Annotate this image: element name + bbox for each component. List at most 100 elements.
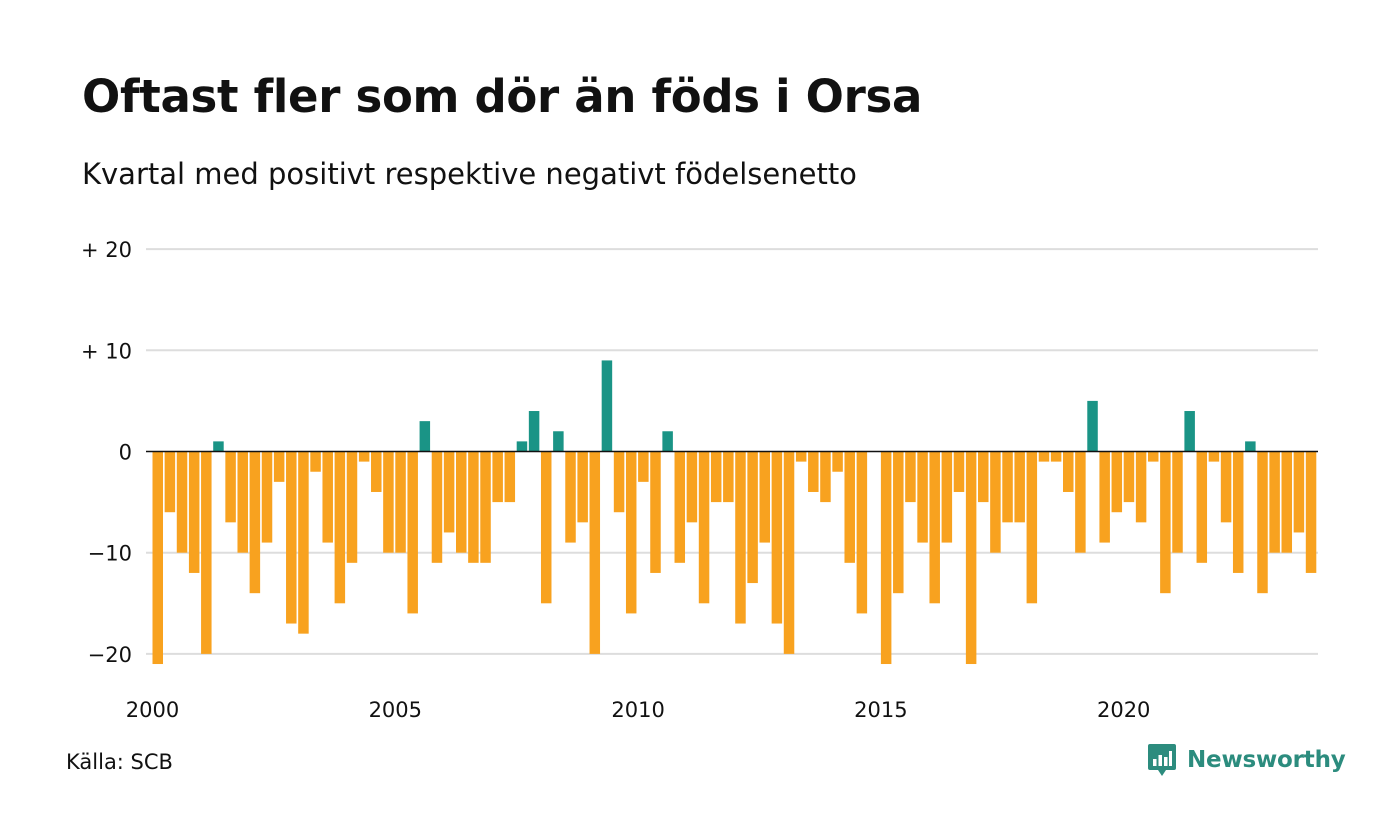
bar-negative: [565, 451, 576, 543]
bar-positive: [601, 360, 613, 452]
bar-negative: [443, 451, 455, 533]
bar-negative: [188, 451, 200, 573]
bars: [152, 360, 1317, 665]
bar-negative: [1196, 451, 1208, 563]
y-tick-label: −20: [88, 643, 132, 667]
y-tick-label: + 20: [81, 238, 132, 262]
newsworthy-logo: Newsworthy: [1147, 742, 1346, 778]
x-axis-labels: 2000 2005 2010 2015 2020: [126, 698, 1151, 722]
x-tick-label: 2015: [854, 698, 907, 722]
bar-negative: [371, 451, 382, 492]
bar-negative: [808, 451, 819, 492]
bar-negative: [759, 451, 770, 543]
bar-negative: [844, 451, 855, 563]
bar-negative: [1075, 451, 1086, 553]
bar-negative: [286, 451, 297, 624]
bar-negative: [710, 451, 722, 503]
bar-negative: [456, 451, 467, 553]
bar-negative: [905, 451, 916, 503]
brand-name: Newsworthy: [1187, 747, 1346, 773]
bar-negative: [747, 451, 758, 584]
bar-negative: [832, 451, 843, 472]
bar-negative: [1123, 451, 1135, 503]
bar-negative: [322, 451, 333, 543]
bar-negative: [480, 451, 491, 563]
bar-negative: [540, 451, 552, 604]
y-tick-label: 0: [119, 441, 132, 465]
bar-negative: [941, 451, 953, 543]
bar-positive: [553, 431, 564, 452]
bar-negative: [1160, 451, 1171, 594]
bar-negative: [589, 451, 601, 654]
bar-positive: [528, 411, 540, 452]
bar-negative: [298, 451, 309, 634]
bar-negative: [783, 451, 795, 654]
bar-negative: [1208, 451, 1220, 462]
bar-positive: [1184, 411, 1195, 452]
bar-negative: [723, 451, 734, 503]
chart-subtitle: Kvartal med positivt respektive negativt…: [82, 157, 857, 191]
bar-negative: [1147, 451, 1159, 462]
bar-negative: [383, 451, 394, 553]
bar-negative: [152, 451, 163, 665]
bar-negative: [225, 451, 236, 523]
bar-negative: [1269, 451, 1280, 553]
bar-negative: [698, 451, 710, 604]
bar-positive: [213, 441, 224, 452]
bar-negative: [917, 451, 928, 543]
bar-negative: [650, 451, 661, 573]
bar-negative: [1026, 451, 1038, 604]
x-tick-label: 2010: [611, 698, 664, 722]
bar-negative: [273, 451, 285, 482]
grid-lines: [146, 248, 1318, 655]
bar-negative: [638, 451, 649, 482]
bar-negative: [953, 451, 965, 492]
bar-negative: [358, 451, 370, 462]
bar-negative: [504, 451, 516, 503]
bar-negative: [735, 451, 746, 624]
bar-positive: [1087, 400, 1098, 452]
bar-negative: [880, 451, 892, 665]
x-tick-label: 2020: [1097, 698, 1150, 722]
bar-negative: [965, 451, 977, 665]
bar-negative: [1111, 451, 1123, 513]
bar-negative: [407, 451, 418, 614]
x-tick-label: 2005: [369, 698, 422, 722]
bar-negative: [613, 451, 625, 513]
bar-negative: [1232, 451, 1244, 573]
bar-negative: [929, 451, 940, 604]
bar-negative: [893, 451, 904, 594]
bar-negative: [990, 451, 1001, 553]
bar-negative: [978, 451, 989, 503]
bar-positive: [662, 431, 673, 452]
bar-negative: [625, 451, 637, 614]
bar-positive: [419, 421, 431, 452]
bar-negative: [577, 451, 588, 523]
bar-negative: [674, 451, 686, 563]
bar-negative: [164, 451, 176, 513]
bar-negative: [310, 451, 321, 472]
bar-negative: [1220, 451, 1232, 523]
bar-negative: [1281, 451, 1293, 553]
y-axis-labels: + 20 + 10 0 −10 −20: [81, 238, 132, 667]
bar-negative: [1063, 451, 1074, 492]
bar-negative: [201, 451, 212, 654]
bar-negative: [1305, 451, 1317, 573]
x-tick-label: 2000: [126, 698, 179, 722]
y-tick-label: −10: [88, 542, 132, 566]
newsworthy-logo-icon: [1148, 744, 1176, 776]
bar-negative: [686, 451, 698, 523]
bar-negative: [820, 451, 831, 503]
bar-negative: [1050, 451, 1062, 462]
chart-title: Oftast fler som dör än föds i Orsa: [82, 70, 923, 123]
bar-negative: [395, 451, 406, 553]
bar-negative: [1293, 451, 1305, 533]
bar-negative: [1038, 451, 1050, 462]
bar-negative: [237, 451, 248, 553]
bar-negative: [856, 451, 868, 614]
bar-negative: [334, 451, 346, 604]
bar-positive: [1245, 441, 1256, 452]
bar-negative: [771, 451, 783, 624]
bar-negative: [468, 451, 479, 563]
